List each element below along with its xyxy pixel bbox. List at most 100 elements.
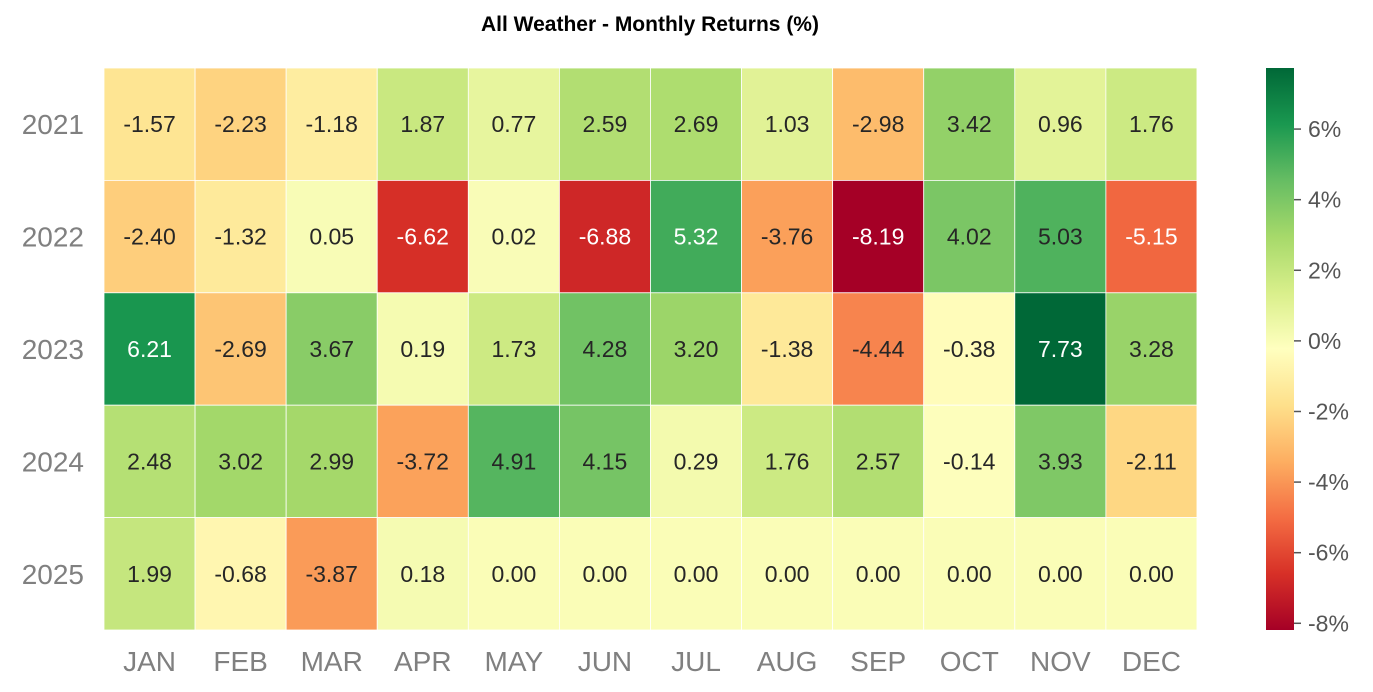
colorbar-tick-label: 6% [1308, 116, 1341, 142]
heatmap-cells: -1.57 -2.23 -1.18 1.87 0.77 2.59 2.69 1.03 -2.98… [103, 67, 1198, 631]
cell-value-label: 2.99 [309, 448, 354, 474]
heatmap-cell [1105, 179, 1198, 294]
heatmap-cell [1014, 292, 1107, 406]
cell-value-label: -6.88 [579, 224, 631, 250]
heatmap-cell [741, 179, 834, 294]
cell-value-label: -3.76 [761, 224, 813, 250]
colorbar-tick-label: -4% [1308, 469, 1349, 495]
x-tick-label: MAY [485, 646, 544, 677]
cell-value-label: 0.18 [400, 561, 445, 587]
colorbar-tick-label: -2% [1308, 398, 1349, 424]
cell-value-label: -2.23 [214, 111, 266, 137]
heatmap-cell [103, 404, 196, 519]
colorbar [1266, 68, 1294, 630]
cell-value-label: 0.19 [400, 336, 445, 362]
x-tick-label: APR [394, 646, 452, 677]
cell-value-label: -0.38 [943, 336, 995, 362]
x-tick-label: JUN [578, 646, 632, 677]
heatmap-cell [285, 404, 378, 519]
heatmap-cell [650, 292, 742, 406]
cell-value-label: -1.18 [305, 111, 357, 137]
colorbar-tick-label: 4% [1308, 187, 1341, 213]
x-axis-tick-labels: JAN FEB MAR APR MAY JUN JUL AUG SEP OCT NOV DEC [123, 646, 1181, 677]
x-tick-label: MAR [301, 646, 363, 677]
heatmap-cell [103, 179, 196, 294]
heatmap-cell [376, 404, 469, 519]
colorbar-tick-label: -8% [1308, 610, 1349, 636]
cell-value-label: -3.72 [397, 448, 449, 474]
heatmap-cell [1105, 67, 1198, 181]
heatmap-cell [832, 179, 925, 294]
heatmap-cell [103, 67, 196, 181]
heatmap-cell [194, 404, 287, 519]
cell-value-label: 1.87 [400, 111, 445, 137]
heatmap-cell [923, 517, 1016, 631]
colorbar-tick-label: 0% [1308, 328, 1341, 354]
cell-value-label: 0.00 [674, 561, 719, 587]
heatmap-cell [194, 67, 287, 181]
y-tick-label: 2021 [22, 109, 84, 140]
heatmap-cell [467, 517, 560, 631]
cell-value-label: 3.20 [674, 336, 719, 362]
cell-value-label: 4.02 [947, 224, 992, 250]
cell-value-label: 0.00 [856, 561, 901, 587]
x-tick-label: SEP [850, 646, 906, 677]
heatmap-cell [103, 517, 196, 631]
heatmap-cell [1014, 179, 1107, 294]
x-tick-label: DEC [1122, 646, 1181, 677]
heatmap-cell [559, 404, 651, 519]
cell-value-label: -6.62 [397, 224, 449, 250]
heatmap-cell [1105, 517, 1198, 631]
cell-value-label: 5.03 [1038, 224, 1083, 250]
heatmap-cell [194, 517, 287, 631]
colorbar-ticks: -8% -6% -4% -2% 0% 2% 4% 6% [1294, 116, 1349, 636]
cell-value-label: 0.00 [765, 561, 810, 587]
cell-value-label: 7.73 [1038, 336, 1083, 362]
cell-value-label: -0.68 [214, 561, 266, 587]
heatmap-cell [1014, 517, 1107, 631]
heatmap-cell [923, 179, 1016, 294]
cell-value-label: 0.00 [947, 561, 992, 587]
cell-value-label: 4.15 [583, 448, 628, 474]
cell-value-label: -1.57 [123, 111, 175, 137]
cell-value-label: 2.48 [127, 448, 172, 474]
cell-value-label: -5.15 [1125, 224, 1177, 250]
y-tick-label: 2023 [22, 334, 84, 365]
heatmap-cell [923, 67, 1016, 181]
y-tick-label: 2025 [22, 559, 84, 590]
heatmap-cell [194, 179, 287, 294]
heatmap-cell [923, 404, 1016, 519]
cell-value-label: -2.40 [123, 224, 175, 250]
x-tick-label: JAN [123, 646, 176, 677]
cell-value-label: 0.00 [491, 561, 536, 587]
cell-value-label: -0.14 [943, 448, 996, 474]
y-axis-tick-labels: 2021 2022 2023 2024 2025 [22, 109, 84, 590]
cell-value-label: 1.73 [491, 336, 536, 362]
heatmap-cell [376, 67, 469, 181]
cell-value-label: -4.44 [852, 336, 905, 362]
heatmap-cell [741, 517, 834, 631]
heatmap-cell [832, 404, 925, 519]
cell-value-label: -8.19 [852, 224, 904, 250]
cell-value-label: 5.32 [674, 224, 719, 250]
cell-value-label: 1.76 [765, 448, 810, 474]
cell-value-label: 1.76 [1129, 111, 1174, 137]
cell-value-label: 2.57 [856, 448, 901, 474]
heatmap-cell [285, 517, 378, 631]
cell-value-label: -2.69 [214, 336, 266, 362]
y-tick-label: 2024 [22, 446, 84, 477]
heatmap-cell [103, 292, 196, 406]
x-tick-label: AUG [757, 646, 818, 677]
cell-value-label: 6.21 [127, 336, 172, 362]
cell-value-label: 3.67 [309, 336, 354, 362]
chart-title: All Weather - Monthly Returns (%) [481, 13, 819, 36]
heatmap-cell [1014, 404, 1107, 519]
cell-value-label: 0.00 [583, 561, 628, 587]
heatmap-cell [467, 292, 560, 406]
cell-value-label: 1.99 [127, 561, 172, 587]
cell-value-label: -2.11 [1126, 448, 1177, 474]
colorbar-tick-label: 2% [1308, 257, 1341, 283]
heatmap-cell [467, 67, 560, 181]
heatmap-cell [1105, 292, 1198, 406]
